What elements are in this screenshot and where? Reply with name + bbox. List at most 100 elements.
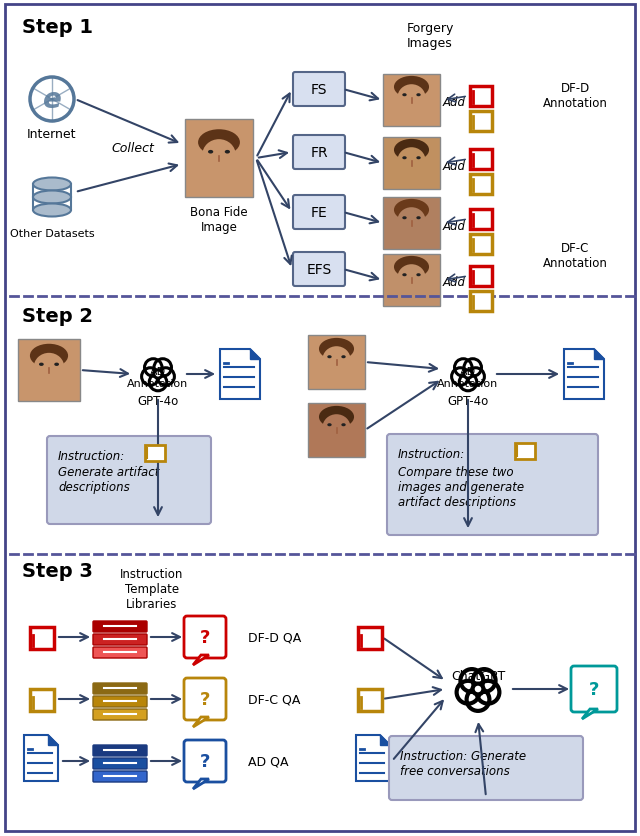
Text: Collect: Collect <box>111 141 154 155</box>
Bar <box>470 112 492 132</box>
Ellipse shape <box>397 265 426 291</box>
Text: Instruction:: Instruction: <box>398 447 465 461</box>
FancyBboxPatch shape <box>293 196 345 230</box>
Ellipse shape <box>394 77 429 99</box>
Ellipse shape <box>403 217 406 220</box>
Ellipse shape <box>394 200 429 222</box>
Ellipse shape <box>327 356 332 359</box>
Text: Forgery
Images: Forgery Images <box>406 22 454 50</box>
Text: Add: Add <box>443 219 466 232</box>
Text: FE: FE <box>310 206 328 220</box>
Circle shape <box>464 370 472 379</box>
Ellipse shape <box>327 424 332 426</box>
Text: Other Datasets: Other Datasets <box>10 229 94 239</box>
Ellipse shape <box>323 347 351 373</box>
Bar <box>470 210 492 230</box>
Text: AD
Annotation: AD Annotation <box>437 366 499 388</box>
Bar <box>358 627 382 650</box>
Text: AD QA: AD QA <box>248 755 289 767</box>
FancyBboxPatch shape <box>93 758 147 769</box>
Text: Instruction: Generate
free conversations: Instruction: Generate free conversations <box>400 749 526 777</box>
Polygon shape <box>582 709 598 719</box>
Ellipse shape <box>30 344 68 368</box>
Text: Step 1: Step 1 <box>22 18 93 37</box>
Text: Instruction
Template
Libraries: Instruction Template Libraries <box>120 568 184 610</box>
Ellipse shape <box>33 191 71 204</box>
Polygon shape <box>193 717 209 727</box>
Bar <box>515 443 535 460</box>
Text: e: e <box>43 86 61 114</box>
Bar <box>185 120 253 198</box>
FancyBboxPatch shape <box>93 771 147 782</box>
Polygon shape <box>48 735 58 745</box>
Bar <box>308 335 365 390</box>
Text: ?: ? <box>200 691 210 708</box>
Ellipse shape <box>397 85 426 111</box>
Bar <box>383 138 440 190</box>
Text: ChatGPT: ChatGPT <box>451 669 505 682</box>
Ellipse shape <box>397 208 426 234</box>
Ellipse shape <box>417 94 420 97</box>
FancyBboxPatch shape <box>184 616 226 658</box>
Text: GPT-4o: GPT-4o <box>138 395 179 407</box>
Bar <box>145 446 165 461</box>
Bar <box>470 235 492 255</box>
Bar <box>18 339 80 401</box>
Ellipse shape <box>54 363 59 366</box>
Ellipse shape <box>417 274 420 277</box>
Text: Internet: Internet <box>28 128 77 140</box>
Circle shape <box>154 370 162 379</box>
Text: EFS: EFS <box>307 263 332 277</box>
Text: Bona Fide
Image: Bona Fide Image <box>190 206 248 234</box>
Polygon shape <box>250 349 260 359</box>
Text: DF-C QA: DF-C QA <box>248 693 300 706</box>
Ellipse shape <box>202 140 236 171</box>
Text: ?: ? <box>589 681 599 698</box>
Polygon shape <box>356 735 390 781</box>
Bar <box>383 255 440 307</box>
FancyBboxPatch shape <box>387 435 598 535</box>
Text: ?: ? <box>200 752 210 770</box>
FancyBboxPatch shape <box>93 635 147 645</box>
Bar <box>30 689 54 711</box>
Polygon shape <box>220 349 260 400</box>
Polygon shape <box>24 735 58 781</box>
FancyBboxPatch shape <box>293 252 345 287</box>
Bar <box>30 627 54 650</box>
FancyBboxPatch shape <box>293 73 345 107</box>
FancyBboxPatch shape <box>293 135 345 170</box>
FancyBboxPatch shape <box>389 737 583 800</box>
FancyBboxPatch shape <box>93 621 147 632</box>
Text: Step 3: Step 3 <box>22 561 93 580</box>
Ellipse shape <box>319 339 354 360</box>
Polygon shape <box>193 779 209 789</box>
FancyBboxPatch shape <box>93 647 147 658</box>
Ellipse shape <box>403 94 406 97</box>
Text: FC QA: FC QA <box>575 665 613 678</box>
Text: FR: FR <box>310 145 328 160</box>
Text: Add: Add <box>443 276 466 289</box>
Text: Instruction:: Instruction: <box>58 450 125 462</box>
Ellipse shape <box>403 157 406 160</box>
Polygon shape <box>193 655 209 665</box>
FancyBboxPatch shape <box>184 740 226 782</box>
Ellipse shape <box>394 257 429 278</box>
Ellipse shape <box>403 274 406 277</box>
Text: Generate artifact
descriptions: Generate artifact descriptions <box>58 466 159 493</box>
Text: Compare these two
images and generate
artifact descriptions: Compare these two images and generate ar… <box>398 466 524 508</box>
Bar <box>470 292 492 312</box>
Text: DF-D QA: DF-D QA <box>248 630 301 644</box>
Ellipse shape <box>34 354 64 382</box>
Bar <box>383 198 440 250</box>
Ellipse shape <box>341 356 346 359</box>
FancyBboxPatch shape <box>93 696 147 707</box>
Text: DF-D
Annotation: DF-D Annotation <box>543 82 607 110</box>
Bar <box>470 87 492 107</box>
Bar <box>358 689 382 711</box>
Ellipse shape <box>39 363 44 366</box>
Bar <box>470 175 492 195</box>
Ellipse shape <box>323 415 351 441</box>
Text: Add: Add <box>443 96 466 110</box>
FancyBboxPatch shape <box>47 436 211 524</box>
Ellipse shape <box>225 150 230 155</box>
